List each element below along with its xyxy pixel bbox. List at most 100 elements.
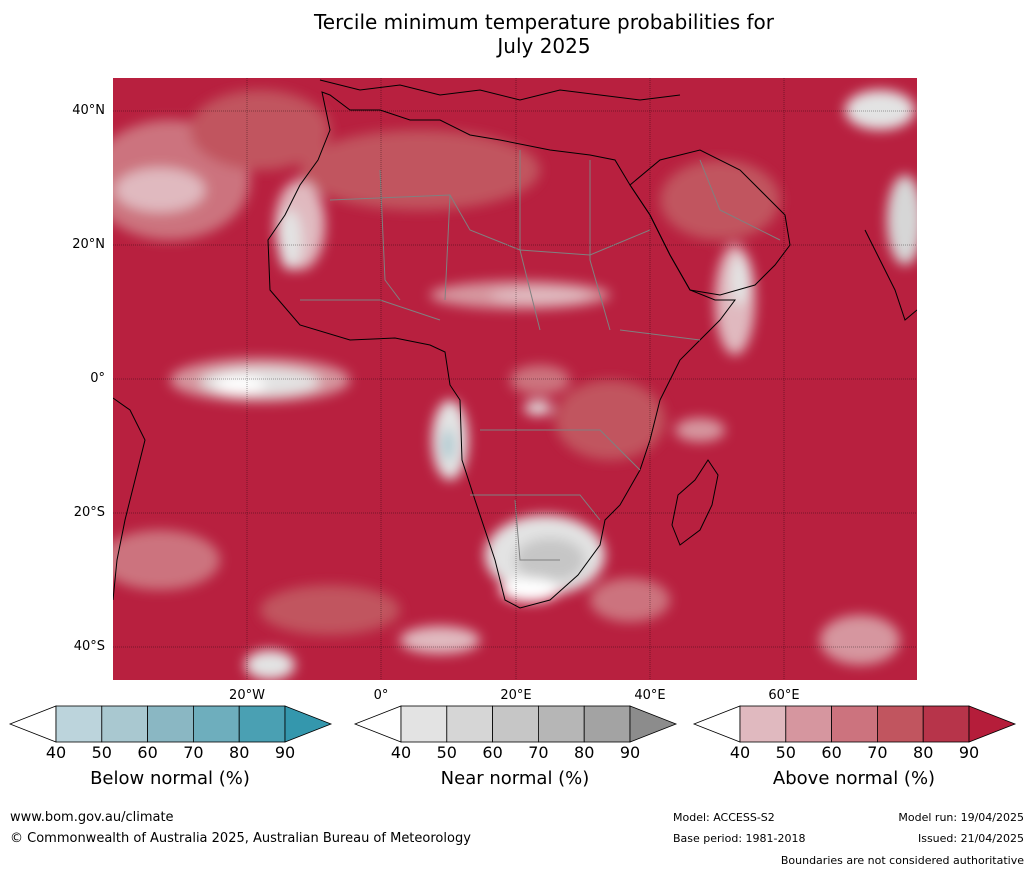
- map-field: [113, 78, 917, 680]
- footer-copyright: © Commonwealth of Australia 2025, Austra…: [10, 831, 471, 846]
- colorbar-above-tick: 40: [729, 743, 751, 762]
- colorbar-near-segment: [446, 705, 493, 743]
- field-patch-gulf-guinea-white: [215, 376, 265, 394]
- colorbar-below-segment: [101, 705, 149, 743]
- field-patch-madagascar: [675, 418, 725, 442]
- footer-url: www.bom.gov.au/climate: [10, 810, 174, 825]
- field-patch-south-ocean-4: [820, 615, 900, 665]
- lon-label-0: 0°: [373, 688, 389, 703]
- field-patch-east-africa: [555, 380, 665, 460]
- colorbar-near-tick: 90: [619, 743, 641, 762]
- colorbar-label-below: Below normal (%): [90, 768, 250, 789]
- colorbar-below-segment: [55, 705, 103, 743]
- colorbar-above-segment: [785, 705, 832, 743]
- colorbar-below-segment: [147, 705, 194, 743]
- colorbar-above-segment: [739, 705, 787, 743]
- south-america-coastline: [113, 397, 146, 601]
- border-line: [300, 299, 441, 321]
- colorbar-near-extend-low: [353, 705, 402, 743]
- colorbar-below-tick: 80: [229, 743, 250, 762]
- field-patch-west-coast-near: [278, 210, 302, 270]
- colorbar-below-extend-high: [284, 705, 333, 743]
- lon-label-60e: 60°E: [768, 688, 800, 703]
- colorbar-below-normal: [8, 705, 333, 743]
- field-patch-cape: [500, 578, 560, 602]
- colorbar-below-tick: 40: [45, 743, 67, 762]
- field-patch-mid-atlantic: [190, 90, 330, 170]
- india-coastline: [864, 229, 917, 321]
- colorbar-above-extend-high: [968, 705, 1017, 743]
- colorbar-near-segment: [492, 705, 539, 743]
- field-patch-horn-near: [730, 255, 750, 305]
- colorbar-below-tick: 70: [183, 743, 204, 762]
- border-line: [470, 494, 601, 521]
- colorbar-above-tick: 50: [775, 743, 796, 762]
- madagascar-coastline: [671, 459, 719, 546]
- colorbar-near-tick: 50: [436, 743, 457, 762]
- colorbar-above-segment: [922, 705, 970, 743]
- colorbar-above-extend-low: [692, 705, 741, 743]
- colorbar-label-above: Above normal (%): [772, 768, 936, 789]
- colorbar-above-tick: 60: [821, 743, 842, 762]
- border-line: [514, 499, 560, 561]
- border-line: [519, 150, 541, 331]
- field-patch-south-ocean-2: [245, 650, 295, 680]
- graticule: [113, 78, 917, 680]
- footer-base-period: Base period: 1981-2018: [673, 832, 806, 845]
- footer-model-run: Model run: 19/04/2025: [898, 811, 1024, 824]
- colorbar-above-segment: [877, 705, 924, 743]
- field-patch-south-atlantic-2: [260, 585, 400, 635]
- lat-label-20s: 20°S: [73, 505, 105, 520]
- colorbar-above-tick: 90: [958, 743, 980, 762]
- colorbar-below-extend-low: [8, 705, 57, 743]
- field-patch-india-coast: [887, 175, 917, 265]
- europe-coastline: [319, 79, 681, 101]
- field-patch-angola-below: [442, 429, 454, 461]
- field-patch-arabia: [660, 160, 780, 240]
- colorbar-near-tick: 70: [528, 743, 549, 762]
- colorbar-near-tick: 80: [574, 743, 595, 762]
- border-line: [379, 169, 401, 301]
- border-line: [589, 160, 611, 331]
- arabia-coastline: [629, 149, 791, 296]
- field-patch-sahel-light: [490, 288, 590, 304]
- colorbar-near-tick: 60: [482, 743, 503, 762]
- colorbar-near-segment: [583, 705, 631, 743]
- colorbar-below-tick: 90: [274, 743, 296, 762]
- colorbar-near-extend-high: [629, 705, 678, 743]
- colorbar-below-segment: [238, 705, 286, 743]
- colorbar-near-normal: [353, 705, 678, 743]
- colorbar-near-segment: [538, 705, 585, 743]
- lon-label-20e: 20°E: [500, 688, 532, 703]
- colorbar-label-near: Near normal (%): [440, 768, 590, 789]
- colorbar-above-segment: [831, 705, 878, 743]
- lat-label-40s: 40°S: [73, 639, 105, 654]
- footer-issued: Issued: 21/04/2025: [917, 832, 1024, 845]
- lat-label-20n: 20°N: [72, 237, 105, 252]
- field-patch-sahara: [300, 130, 540, 210]
- border-line: [444, 194, 451, 301]
- field-patch-north-atlantic-light: [115, 168, 205, 212]
- field-patch-caspian: [845, 90, 915, 130]
- lat-label-40n: 40°N: [72, 103, 105, 118]
- field-patch-south-ocean-3: [590, 578, 670, 622]
- field-patch-south-atlantic-1: [113, 530, 220, 590]
- africa-coastline: [267, 91, 736, 609]
- colorbar-near-tick: 40: [390, 743, 412, 762]
- border-line: [699, 159, 781, 241]
- border-line: [480, 429, 641, 471]
- colorbar-below-segment: [192, 705, 240, 743]
- colorbar-below-tick: 50: [91, 743, 112, 762]
- chart-title-line1: Tercile minimum temperature probabilitie…: [313, 10, 775, 34]
- field-patch-south-ocean-1: [400, 626, 480, 654]
- colorbar-below-tick: 60: [137, 743, 158, 762]
- chart-title-line2: July 2025: [497, 34, 591, 58]
- lon-label-20w: 20°W: [229, 688, 265, 703]
- colorbar-above-normal: [692, 705, 1017, 743]
- field-patch-congo: [510, 365, 570, 395]
- border-line: [329, 194, 651, 256]
- footer-disclaimer: Boundaries are not considered authoritat…: [780, 854, 1024, 867]
- footer-model: Model: ACCESS-S2: [673, 811, 775, 824]
- colorbar-near-segment: [400, 705, 448, 743]
